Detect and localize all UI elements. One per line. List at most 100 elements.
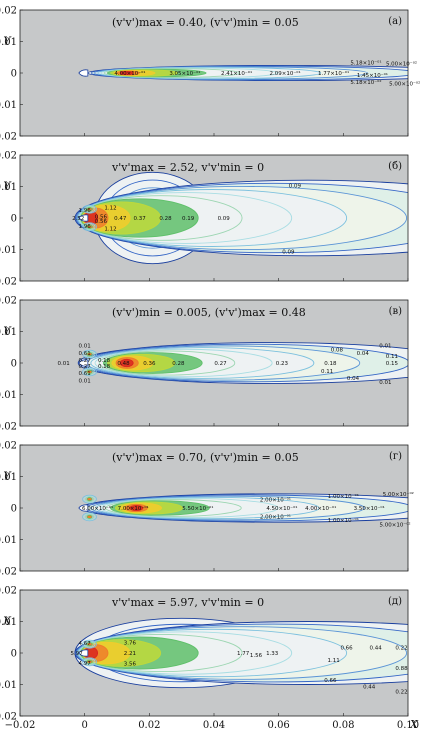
x-tick-label: 0.02 — [138, 720, 160, 729]
contour-line — [94, 348, 273, 378]
x-axis-label: X — [409, 718, 419, 729]
contour-label: 0.37 — [134, 216, 147, 222]
contour-line — [82, 349, 97, 359]
x-tick-label: 0.08 — [332, 720, 354, 729]
contour-label: 4.50×10⁻⁰¹ — [266, 505, 297, 512]
contour-label: 1.00×10⁻⁰¹ — [328, 517, 359, 524]
y-tick-label: 0 — [11, 504, 17, 515]
contour-label: 5.00×10⁻⁰² — [389, 80, 420, 87]
contour-label: 2.00×10⁻⁰¹ — [260, 514, 291, 521]
contour-label: 1.00×10⁻⁰¹ — [328, 493, 359, 500]
contour-label: 4.00×10⁻⁰¹ — [114, 70, 145, 77]
contour-label: 0.61 — [79, 371, 91, 377]
contour-line — [119, 70, 134, 76]
contour-line — [83, 350, 96, 358]
contour-label: 1.77 — [237, 651, 250, 657]
panel-label: (г) — [389, 451, 402, 462]
y-tick-label: 0.01 — [0, 182, 17, 193]
contour-label: 0.66 — [324, 678, 337, 684]
contour-label: 0.48 — [117, 361, 130, 367]
nozzle-shape — [78, 649, 89, 657]
y-tick-label: 0.01 — [0, 37, 17, 48]
contour-line — [86, 642, 93, 647]
y-axis-label: Y — [3, 180, 12, 193]
nozzle-shape — [78, 214, 89, 222]
contour-label: 2.41×10⁻⁰¹ — [221, 70, 252, 77]
y-tick-label: 0.02 — [0, 586, 17, 597]
y-axis-label: Y — [3, 470, 12, 483]
contour-line — [98, 350, 236, 376]
panel-annotation: (v'v')min = 0.005, (v'v')max = 0.48 — [112, 306, 306, 319]
contour-panel: 6.00×10⁻⁰¹ 7.00×10⁻⁰¹ 5.50×10⁻⁰¹ 4.50×10⁻⁰¹… — [0, 441, 414, 578]
y-tick-label: 0 — [11, 69, 17, 80]
contour-line — [82, 657, 97, 667]
contour-label: 1.33 — [266, 651, 279, 657]
contour-line — [83, 658, 96, 666]
contour-label: 4.97 — [79, 661, 92, 667]
contour-label: 3.56 — [124, 661, 137, 667]
contour-line — [85, 224, 94, 230]
y-tick-label: 0.01 — [0, 327, 17, 338]
contour-label: 1.77×10⁻⁰¹ — [318, 70, 349, 77]
contour-line — [83, 368, 96, 376]
contour-label: 1.12 — [104, 226, 116, 232]
contour-line — [119, 358, 134, 368]
nozzle-shape — [78, 504, 89, 512]
contour-label: 0.28 — [159, 216, 172, 222]
contour-label: 0.61 — [79, 351, 91, 357]
contour-line — [82, 639, 97, 649]
contour-field — [78, 493, 408, 523]
y-tick-label: −0.02 — [0, 422, 17, 433]
y-tick-label: −0.01 — [0, 245, 17, 256]
contour-label: 0.66 — [340, 646, 353, 652]
y-tick-label: 0.02 — [0, 441, 17, 452]
contour-label: 0.04 — [347, 376, 360, 382]
contour-label: 1.12 — [104, 206, 116, 212]
panel-annotation: v'v'max = 2.52, v'v'min = 0 — [111, 161, 264, 174]
panel-label: (д) — [388, 596, 402, 607]
nozzle-shape — [78, 359, 89, 367]
contour-line — [83, 640, 96, 648]
contour-line — [100, 498, 279, 518]
contour-line — [86, 207, 93, 212]
contour-line — [86, 352, 93, 357]
contour-label: 0.01 — [379, 344, 391, 350]
contour-line — [105, 499, 242, 517]
y-tick-label: −0.02 — [0, 712, 17, 723]
contour-line — [82, 204, 97, 214]
contour-line — [100, 67, 279, 79]
contour-label: 2.52 — [72, 216, 84, 222]
contour-label: 0.56 — [95, 214, 108, 220]
contour-panel: 4.00×10⁻⁰¹ 3.05×10⁻⁰¹ 2.41×10⁻⁰¹ 2.09×10⁻⁰¹… — [0, 6, 420, 143]
contour-label: 0.88 — [395, 666, 408, 672]
contour-label: 0.09 — [289, 184, 302, 190]
contour-line — [85, 496, 94, 502]
contour-label: 0.28 — [172, 361, 185, 367]
contour-label: 3.76 — [124, 641, 137, 647]
contour-label: 1.56 — [250, 653, 263, 659]
contour-line — [82, 367, 97, 377]
contour-label: 0.27 — [214, 361, 227, 367]
contour-line — [85, 351, 94, 357]
contour-label: 1.45×10⁻⁰¹ — [357, 72, 388, 79]
contour-line — [83, 205, 96, 213]
contour-line — [85, 514, 94, 520]
contour-line — [83, 223, 96, 231]
contour-line — [83, 495, 96, 503]
y-tick-label: 0.01 — [0, 472, 17, 483]
y-tick-label: −0.02 — [0, 132, 17, 143]
contour-panel: 0.010.010.010.610.610.270.270.180.18 0.48… — [0, 296, 409, 433]
contour-panel: 2.521.961.961.121.120.560.56 0.47 0.37 0.28… — [0, 151, 409, 288]
y-tick-label: −0.01 — [0, 390, 17, 401]
contour-label: 0.18 — [98, 364, 111, 370]
panel-annotation: (v'v')max = 0.40, (v'v')min = 0.05 — [112, 16, 299, 29]
contour-label: 0.36 — [143, 361, 156, 367]
contour-label: 2.09×10⁻⁰¹ — [270, 70, 301, 77]
contour-line — [129, 504, 144, 512]
contour-label: 0.22 — [395, 689, 407, 695]
contour-line — [86, 659, 93, 664]
panel-annotation: (v'v')max = 0.70, (v'v')min = 0.05 — [112, 451, 299, 464]
y-tick-label: −0.02 — [0, 567, 17, 578]
contour-label: 0.44 — [363, 685, 376, 691]
